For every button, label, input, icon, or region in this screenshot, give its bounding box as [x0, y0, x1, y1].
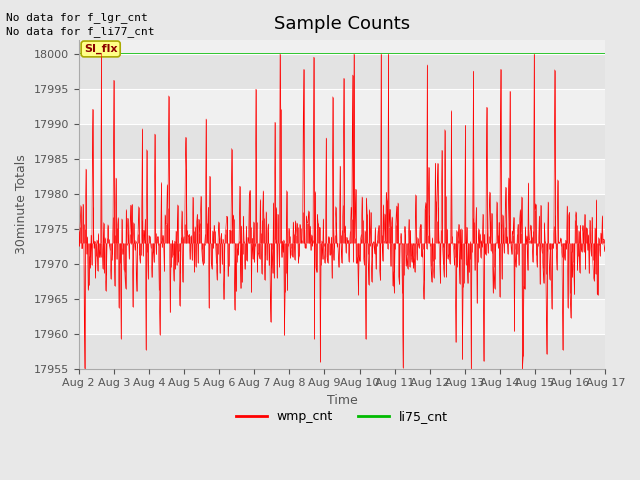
Bar	[79, 54, 605, 89]
Bar	[79, 334, 605, 369]
Text: No data for f_lgr_cnt: No data for f_lgr_cnt	[6, 12, 148, 23]
Bar	[79, 194, 605, 229]
Text: No data for f_li77_cnt: No data for f_li77_cnt	[6, 26, 155, 37]
Title: Sample Counts: Sample Counts	[274, 15, 410, 33]
Text: SI_flx: SI_flx	[84, 44, 117, 54]
Y-axis label: 30minute Totals: 30minute Totals	[15, 155, 28, 254]
Legend: wmp_cnt, li75_cnt: wmp_cnt, li75_cnt	[230, 405, 453, 428]
Bar	[79, 264, 605, 299]
X-axis label: Time: Time	[326, 394, 357, 407]
Bar	[79, 124, 605, 159]
